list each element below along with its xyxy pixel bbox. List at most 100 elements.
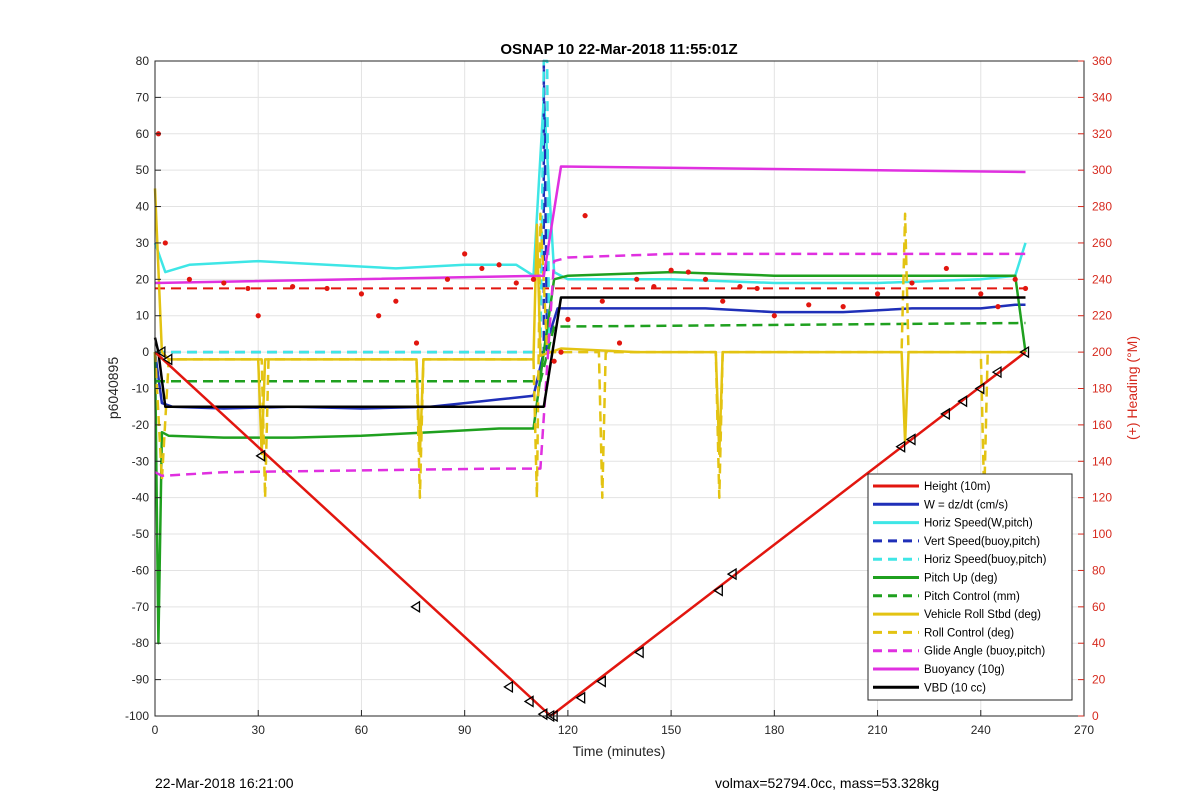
height-marker (974, 382, 985, 395)
x-tick-label: 0 (152, 723, 159, 737)
heading-point (651, 284, 657, 290)
y-tick-label: 50 (136, 163, 150, 177)
legend-label: Buoyancy (10g) (924, 664, 1005, 676)
heading-point (943, 265, 949, 272)
legend-label: Glide Angle (buoy,pitch) (924, 646, 1045, 658)
y2-tick-label: 60 (1092, 600, 1106, 614)
x-tick-label: 60 (355, 723, 369, 737)
x-tick-label: 150 (661, 723, 681, 737)
y2-tick-label: 100 (1092, 527, 1112, 541)
y2-tick-label: 140 (1092, 454, 1112, 468)
heading-point (909, 280, 915, 286)
y-tick-label: 70 (136, 90, 150, 104)
y2-tick-label: 120 (1092, 491, 1112, 505)
heading-point (186, 276, 193, 282)
heading-point (162, 240, 168, 246)
footer-vehicle-params: volmax=52794.0cc, mass=53.328kg (715, 775, 940, 791)
legend-label: Roll Control (deg) (924, 627, 1014, 639)
footer-timestamp: 22-Mar-2018 16:21:00 (155, 775, 294, 791)
y-tick-label: 10 (136, 309, 150, 323)
series-line-buoyancy-10g (154, 165, 1026, 285)
height-marker (575, 691, 586, 704)
series-line-roll-control-deg (153, 212, 1026, 499)
height-marker (537, 708, 548, 721)
legend-label: Vert Speed(buoy,pitch) (924, 536, 1040, 548)
y2-tick-label: 200 (1092, 345, 1112, 359)
y2-tick-label: 20 (1092, 673, 1106, 687)
series-line-vehicle-roll-stbd-deg (153, 188, 1026, 456)
heading-point (754, 285, 760, 292)
heading-point (496, 262, 502, 268)
heading-point (995, 304, 1001, 310)
heading-point (376, 313, 382, 319)
legend-label: VBD (10 cc) (924, 682, 986, 694)
heading-point (616, 340, 623, 346)
heading-point (685, 269, 691, 275)
heading-point (255, 313, 261, 319)
y-tick-label: -40 (132, 491, 150, 505)
y-axis-label: p6040895 (105, 357, 121, 420)
series-line-glide-angle-buoy-pitch (154, 252, 1026, 478)
y2-tick-label: 320 (1092, 127, 1112, 141)
heading-point (702, 276, 709, 282)
heading-point (1012, 276, 1018, 282)
series-line-w-dz-dt-cm-s (153, 303, 1026, 410)
legend-label: Pitch Up (deg) (924, 573, 998, 585)
y-tick-label: -60 (132, 563, 150, 577)
heading-point (634, 276, 640, 282)
height-marker (523, 695, 534, 708)
height-marker (162, 353, 173, 366)
series-line-pitch-up-deg (153, 270, 1027, 645)
heading-point (771, 313, 777, 319)
heading-point (444, 276, 451, 282)
y2-axis-label: (+) Heading (°M) (1124, 336, 1140, 440)
y2-tick-label: 40 (1092, 636, 1106, 650)
heading-point (737, 284, 743, 290)
heading-point (806, 302, 812, 308)
series-line-vbd-10-cc (153, 296, 1026, 408)
heading-point (551, 358, 557, 364)
legend-label: Horiz Speed(W,pitch) (924, 518, 1033, 530)
heading-point (565, 316, 571, 322)
height-marker (895, 440, 906, 453)
x-tick-label: 90 (458, 723, 472, 737)
heading-point (479, 265, 485, 272)
y-tick-label: -10 (132, 382, 150, 396)
heading-point (582, 213, 588, 219)
x-axis-label: Time (minutes) (573, 743, 666, 759)
heading-point (530, 276, 537, 282)
y-tick-label: -90 (132, 673, 150, 687)
series-line-horiz-speed-w-pitch (153, 96, 1027, 285)
y2-tick-label: 220 (1092, 309, 1112, 323)
heading-point (393, 298, 399, 304)
y-tick-label: -80 (132, 636, 150, 650)
height-marker (1019, 345, 1030, 359)
height-marker (633, 646, 644, 659)
y-tick-label: 0 (142, 345, 149, 359)
heading-point (874, 291, 881, 297)
y2-tick-label: 80 (1092, 563, 1106, 577)
height-marker (905, 433, 916, 446)
heading-point (290, 284, 296, 290)
heading-point (462, 251, 468, 257)
y-tick-label: -50 (132, 527, 150, 541)
height-marker (940, 407, 951, 421)
heading-point (221, 280, 227, 286)
heading-point (413, 340, 420, 346)
y2-tick-label: 180 (1092, 382, 1112, 396)
height-marker (713, 584, 723, 597)
height-marker (726, 567, 737, 581)
x-tick-label: 30 (252, 723, 266, 737)
height-marker (255, 449, 266, 462)
heading-point (245, 285, 251, 292)
y-tick-label: 30 (136, 236, 150, 250)
height-marker (503, 680, 514, 694)
y-tick-label: -100 (125, 709, 149, 723)
y2-tick-label: 160 (1092, 418, 1112, 432)
x-tick-label: 240 (971, 723, 991, 737)
height-marker (410, 600, 421, 614)
axes: 0 30 60 90 120 150 180 210 240 270-100-90-80-70-6… (125, 54, 1112, 737)
y-tick-label: 60 (136, 127, 150, 141)
y-tick-label: -20 (132, 418, 150, 432)
